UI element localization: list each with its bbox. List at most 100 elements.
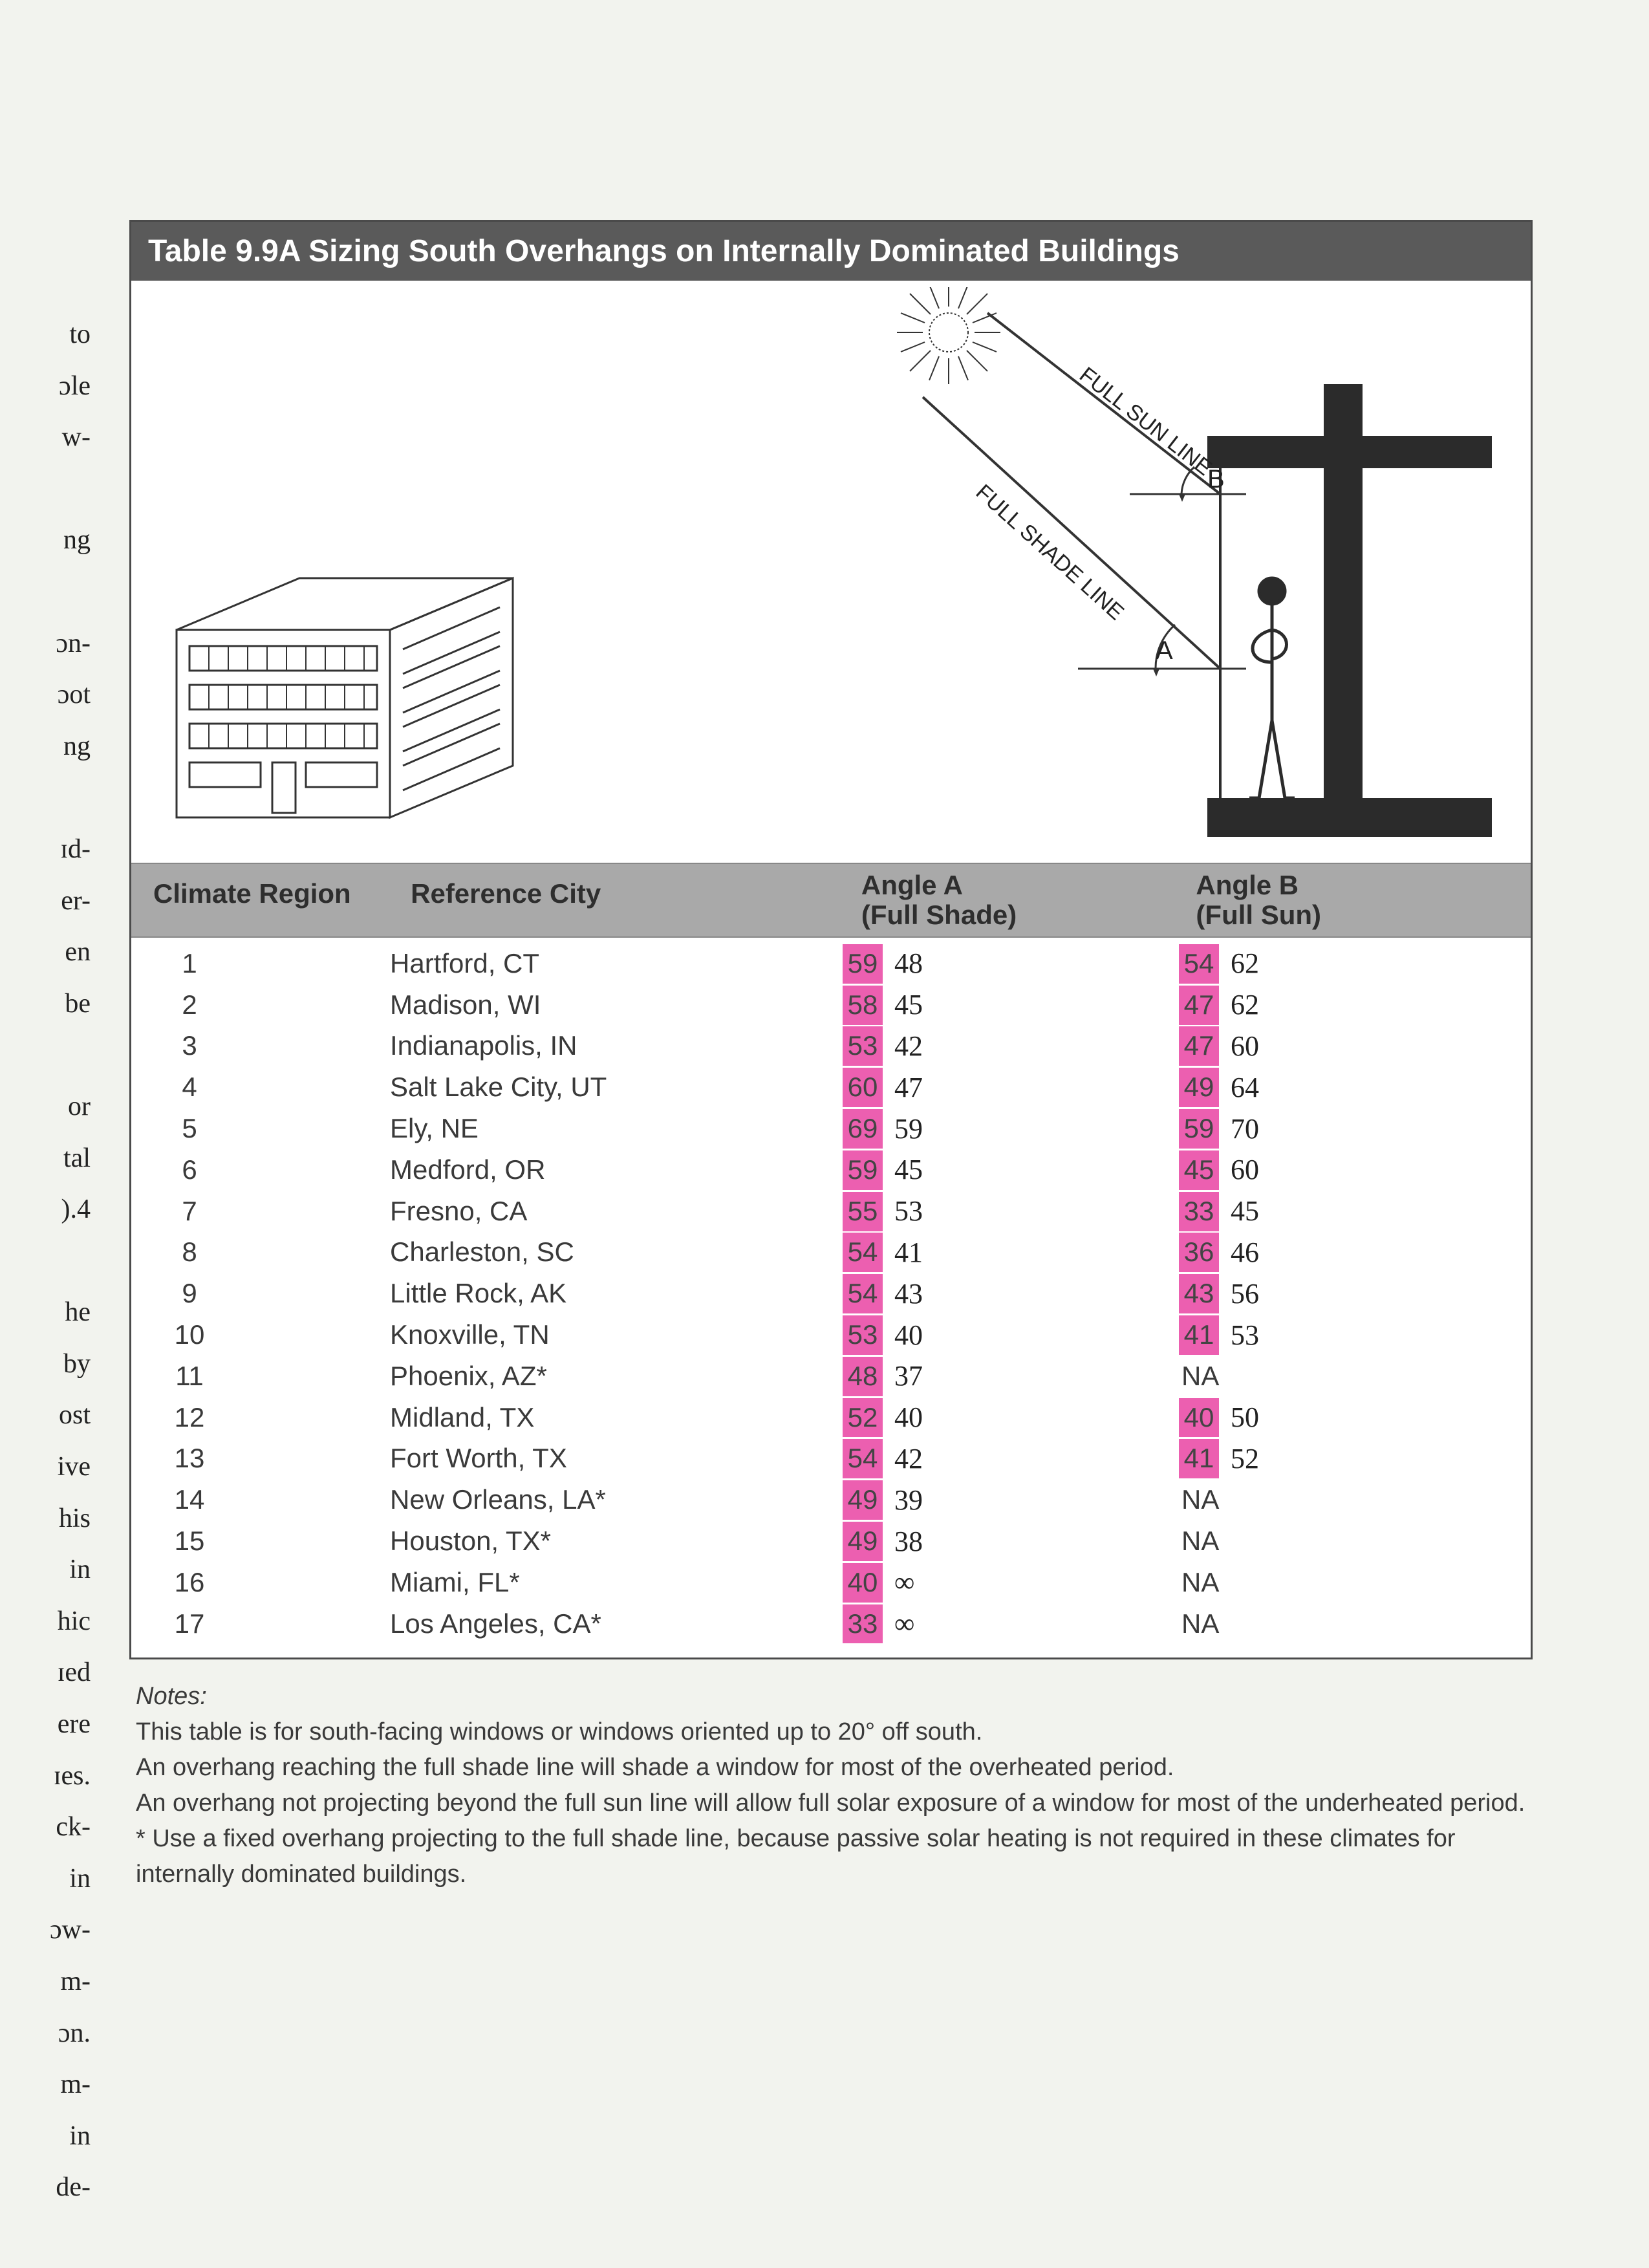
angle-b-printed: 54 bbox=[1179, 944, 1219, 984]
cell-angle-a: 6959 bbox=[843, 1108, 1179, 1150]
angle-a-handwritten: 40 bbox=[883, 1397, 946, 1438]
cell-angle-a: 5240 bbox=[843, 1397, 1179, 1438]
margin-fragment: ɔw- bbox=[13, 1906, 91, 1955]
cell-region: 8 bbox=[131, 1233, 390, 1272]
margin-fragment: ).4 bbox=[13, 1185, 91, 1235]
full-shade-line-label: FULL SHADE LINE bbox=[971, 480, 1129, 625]
angle-b-printed: 41 bbox=[1179, 1439, 1219, 1478]
cell-angle-a: 4837 bbox=[843, 1355, 1179, 1397]
margin-fragment bbox=[13, 465, 91, 514]
margin-fragment: ɔn. bbox=[13, 2009, 91, 2058]
notes-title: Notes: bbox=[136, 1679, 1526, 1714]
margin-fragment: his bbox=[13, 1495, 91, 1544]
margin-fragment: in bbox=[13, 1546, 91, 1595]
cell-city: Houston, TX* bbox=[390, 1522, 843, 1561]
margin-fragment: er- bbox=[13, 877, 91, 926]
note-line: This table is for south-facing windows o… bbox=[136, 1714, 1526, 1750]
angle-a-handwritten: 45 bbox=[883, 984, 946, 1026]
cell-region: 4 bbox=[131, 1068, 390, 1107]
table-row: 9Little Rock, AK54434356 bbox=[131, 1273, 1531, 1315]
angle-a-handwritten: 47 bbox=[883, 1067, 946, 1108]
cell-angle-a: 5945 bbox=[843, 1149, 1179, 1191]
angle-b-printed: 43 bbox=[1179, 1274, 1219, 1313]
cell-region: 6 bbox=[131, 1150, 390, 1190]
cell-city: Indianapolis, IN bbox=[390, 1026, 843, 1066]
header-angle-a: Angle A(Full Shade) bbox=[861, 864, 1196, 936]
table-row: 17Los Angeles, CA*33∞NA bbox=[131, 1603, 1531, 1645]
angle-a-handwritten: 42 bbox=[883, 1438, 946, 1480]
cell-region: 12 bbox=[131, 1398, 390, 1438]
table-row: 12Midland, TX52404050 bbox=[131, 1397, 1531, 1438]
cell-city: Little Rock, AK bbox=[390, 1274, 843, 1313]
table-row: 6Medford, OR59454560 bbox=[131, 1149, 1531, 1191]
cell-angle-b: 5462 bbox=[1179, 943, 1515, 984]
angle-b-handwritten: 60 bbox=[1219, 1149, 1282, 1191]
cell-angle-b: NA bbox=[1179, 1357, 1515, 1396]
cell-angle-a: 33∞ bbox=[843, 1603, 1179, 1645]
margin-text-fragments: toɔlew- ng ɔn-ɔotng ɪd-er-enbe ortal).4 … bbox=[13, 310, 91, 2215]
column-headers: Climate Region Reference City Angle A(Fu… bbox=[131, 863, 1531, 938]
cell-region: 9 bbox=[131, 1274, 390, 1313]
cell-region: 5 bbox=[131, 1109, 390, 1149]
cell-region: 11 bbox=[131, 1357, 390, 1396]
margin-fragment bbox=[13, 773, 91, 823]
header-region: Climate Region bbox=[131, 864, 411, 936]
note-line: An overhang reaching the full shade line… bbox=[136, 1750, 1526, 1786]
full-sun-line-label: FULL SUN LINE bbox=[1075, 362, 1216, 481]
cell-city: Charleston, SC bbox=[390, 1233, 843, 1272]
table-row: 1Hartford, CT59485462 bbox=[131, 943, 1531, 984]
cell-angle-b: NA bbox=[1179, 1604, 1515, 1644]
margin-fragment: hic bbox=[13, 1597, 91, 1647]
angle-b-printed: 49 bbox=[1179, 1068, 1219, 1107]
cell-angle-a: 6047 bbox=[843, 1067, 1179, 1108]
margin-fragment bbox=[13, 568, 91, 617]
cell-city: Fort Worth, TX bbox=[390, 1439, 843, 1478]
cell-angle-b: 5970 bbox=[1179, 1108, 1515, 1150]
angle-a-handwritten: 40 bbox=[883, 1315, 946, 1356]
table-row: 15Houston, TX*4938NA bbox=[131, 1521, 1531, 1562]
angle-b-printed: NA bbox=[1179, 1480, 1219, 1520]
cell-city: Ely, NE bbox=[390, 1109, 843, 1149]
cell-city: Medford, OR bbox=[390, 1150, 843, 1190]
cell-region: 10 bbox=[131, 1315, 390, 1355]
angle-a-handwritten: 48 bbox=[883, 943, 946, 984]
angle-a-printed: 49 bbox=[843, 1480, 883, 1520]
table-row: 11Phoenix, AZ*4837NA bbox=[131, 1355, 1531, 1397]
note-line: An overhang not projecting beyond the fu… bbox=[136, 1786, 1526, 1821]
angle-b-handwritten: 56 bbox=[1219, 1273, 1282, 1315]
cell-city: Hartford, CT bbox=[390, 944, 843, 984]
margin-fragment: ɪed bbox=[13, 1648, 91, 1698]
margin-fragment: ɔn- bbox=[13, 620, 91, 669]
cell-angle-b: NA bbox=[1179, 1480, 1515, 1520]
cell-angle-a: 40∞ bbox=[843, 1562, 1179, 1603]
margin-fragment: m- bbox=[13, 2060, 91, 2110]
angle-b-handwritten: 64 bbox=[1219, 1067, 1282, 1108]
angle-a-letter: A bbox=[1156, 636, 1173, 665]
cell-angle-a: 5441 bbox=[843, 1232, 1179, 1273]
angle-b-printed: NA bbox=[1179, 1522, 1219, 1561]
cell-angle-a: 5948 bbox=[843, 943, 1179, 984]
margin-fragment: ɪd- bbox=[13, 825, 91, 874]
cell-region: 13 bbox=[131, 1439, 390, 1478]
cell-angle-b: 3646 bbox=[1179, 1232, 1515, 1273]
margin-fragment: he bbox=[13, 1288, 91, 1337]
cell-city: Madison, WI bbox=[390, 986, 843, 1025]
cell-angle-a: 5443 bbox=[843, 1273, 1179, 1315]
diagram-area: B A FULL SUN LINE FULL SHADE LINE bbox=[131, 281, 1531, 863]
cell-city: Salt Lake City, UT bbox=[390, 1068, 843, 1107]
angle-a-printed: 54 bbox=[843, 1233, 883, 1272]
cell-angle-b: 3345 bbox=[1179, 1191, 1515, 1232]
table-row: 10Knoxville, TN53404153 bbox=[131, 1315, 1531, 1356]
angle-b-handwritten: 62 bbox=[1219, 984, 1282, 1026]
angle-b-handwritten: 70 bbox=[1219, 1108, 1282, 1150]
margin-fragment: to bbox=[13, 310, 91, 360]
table-row: 14New Orleans, LA*4939NA bbox=[131, 1480, 1531, 1521]
cell-angle-a: 4938 bbox=[843, 1521, 1179, 1562]
cell-city: Fresno, CA bbox=[390, 1192, 843, 1231]
angle-a-printed: 53 bbox=[843, 1315, 883, 1355]
margin-fragment: ng bbox=[13, 516, 91, 565]
table-row: 7Fresno, CA55533345 bbox=[131, 1191, 1531, 1232]
cell-region: 15 bbox=[131, 1522, 390, 1561]
cell-region: 7 bbox=[131, 1192, 390, 1231]
angle-a-handwritten: 37 bbox=[883, 1355, 946, 1397]
